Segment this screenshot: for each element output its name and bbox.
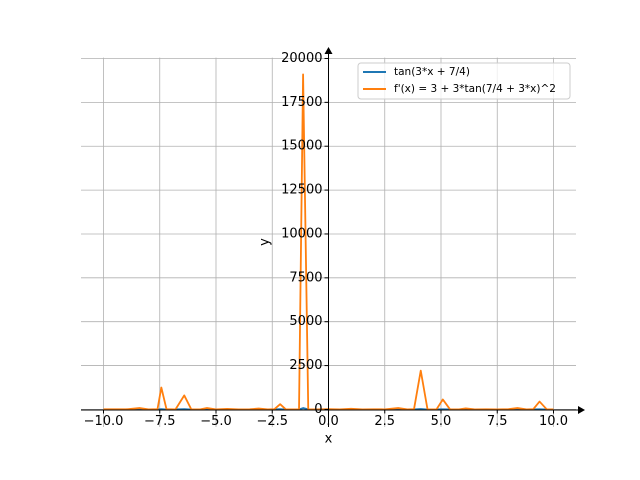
series-line <box>103 73 554 411</box>
y-tick-label: 2500 <box>289 358 322 373</box>
y-tick-label: 10000 <box>281 226 322 241</box>
plot-lines <box>103 73 554 411</box>
y-tick-label: 15000 <box>281 139 322 154</box>
x-tick-label: −10.0 <box>84 414 124 429</box>
ticks: −10.0 −7.5 −5.0 −2.5 0.0 2.5 5.0 7.5 10.0 0 2500 50… <box>84 51 568 429</box>
legend-box <box>357 62 571 100</box>
x-tick-label: −2.5 <box>256 414 288 429</box>
y-tick-label: 0 <box>314 402 322 417</box>
legend-label: tan(3*x + 7/4) <box>394 66 470 78</box>
x-tick-label: 2.5 <box>374 414 395 429</box>
x-tick-label: −7.5 <box>144 414 176 429</box>
y-axis-label: y <box>258 238 273 246</box>
legend-label: f'(x) = 3 + 3*tan(7/4 + 3*x)^2 <box>394 83 556 95</box>
x-axis-arrow <box>578 406 585 414</box>
y-tick-label: 17500 <box>281 95 322 110</box>
x-tick-label: 7.5 <box>487 414 508 429</box>
x-tick-label: 5.0 <box>431 414 452 429</box>
x-tick-label: 10.0 <box>539 414 568 429</box>
legend: tan(3*x + 7/4) f'(x) = 3 + 3*tan(7/4 + 3*… <box>357 62 571 100</box>
y-tick-label: 5000 <box>289 314 322 329</box>
y-tick-label: 7500 <box>289 270 322 285</box>
y-tick-label: 12500 <box>281 183 322 198</box>
y-tick-label: 20000 <box>281 51 322 66</box>
x-tick-label: 0.0 <box>318 414 339 429</box>
x-tick-label: −5.0 <box>200 414 232 429</box>
y-axis-arrow <box>324 47 333 54</box>
x-axis-label: x <box>325 432 333 447</box>
